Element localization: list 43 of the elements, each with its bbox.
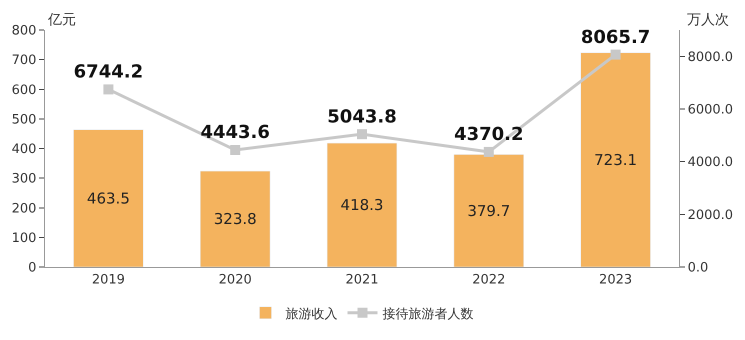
data-label: 5043.8 [327, 106, 397, 128]
bar [454, 154, 524, 267]
point [357, 129, 367, 140]
data-label: 723.1 [594, 150, 638, 169]
bar [200, 170, 270, 267]
y-tick-label: 800 [12, 24, 36, 39]
bar [326, 142, 398, 267]
y-tick-label: 200 [12, 201, 36, 216]
point [484, 146, 494, 157]
x-tick-label: 2022 [472, 272, 506, 288]
y-tick-label: 500 [12, 112, 36, 128]
y-tick-label: 300 [12, 172, 36, 187]
data-label: 463.5 [86, 189, 130, 208]
point [103, 84, 114, 94]
y2-tick-label: 6000.0 [688, 102, 734, 118]
data-label: 6744.2 [74, 62, 144, 83]
y-tick-label: 600 [12, 82, 36, 98]
x-tick-label: 2021 [345, 272, 379, 288]
y-axis-title: 亿元 [47, 12, 76, 28]
data-label: 379.7 [467, 202, 510, 220]
legend-label: 接待旅游者人数 [382, 306, 474, 322]
point [230, 144, 240, 155]
data-label: 4443.6 [200, 122, 270, 144]
y-tick-label: 400 [12, 142, 36, 158]
y2-axis-title: 万人次 [687, 12, 729, 28]
x-tick-label: 2023 [599, 272, 632, 288]
bar [73, 129, 144, 267]
y-tick-label: 100 [12, 230, 36, 246]
data-label: 8065.7 [580, 26, 650, 48]
x-tick-label: 2019 [92, 272, 125, 288]
y-tick-label: 0 [28, 260, 36, 276]
data-label: 323.8 [214, 210, 257, 228]
data-label: 418.3 [340, 196, 384, 214]
y2-tick-label: 4000.0 [688, 155, 734, 170]
bar [580, 52, 651, 267]
point [610, 50, 621, 60]
y2-tick-label: 2000.0 [688, 208, 734, 223]
data-label: 4370.2 [454, 124, 524, 146]
x-tick-label: 2020 [218, 272, 252, 288]
legend-label: 旅游收入 [286, 306, 338, 322]
y2-tick-label: 0.0 [688, 260, 708, 276]
y-tick-label: 700 [12, 53, 36, 68]
y2-tick-label: 8000.0 [688, 50, 734, 65]
